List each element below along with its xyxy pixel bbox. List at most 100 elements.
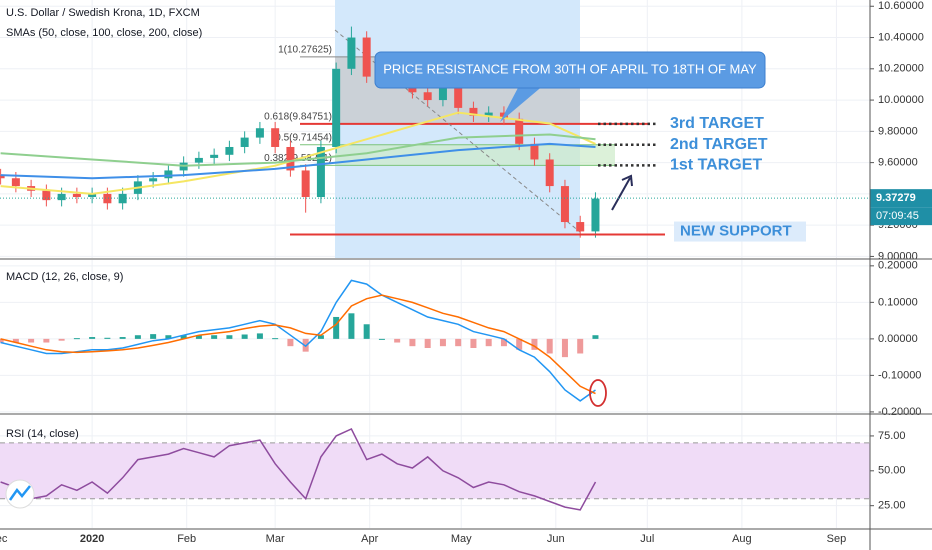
candle-body — [347, 37, 356, 69]
histogram-bar — [58, 338, 65, 341]
x-tick-label: Jul — [640, 533, 654, 545]
indicator-title: RSI (14, close) — [6, 428, 79, 440]
indicator-line — [0, 279, 596, 402]
candle-body — [560, 186, 569, 223]
histogram-bar — [0, 338, 4, 343]
logo — [5, 479, 35, 509]
target-label: 3rd TARGET — [670, 115, 764, 132]
candle-body — [545, 159, 554, 187]
histogram-bar — [470, 338, 477, 349]
support-label: NEW SUPPORT — [680, 223, 792, 240]
histogram-bar — [272, 338, 279, 340]
candle-body — [149, 178, 158, 182]
y-tick-label: -0.20000 — [878, 406, 921, 418]
callout-box — [374, 51, 766, 89]
y-tick-label: 9.80000 — [878, 125, 918, 137]
histogram-bar — [378, 338, 385, 340]
x-tick-label: Dec — [0, 533, 8, 545]
highlight-circle — [589, 379, 607, 407]
candle-body — [88, 193, 97, 198]
chart-title: U.S. Dollar / Swedish Krona, 1D, FXCM — [6, 7, 200, 19]
candle-body — [484, 112, 493, 116]
countdown-box — [870, 207, 932, 226]
histogram-bar — [134, 335, 141, 339]
histogram-bar — [195, 335, 202, 339]
candle-body — [271, 128, 280, 147]
candle-body — [332, 68, 341, 147]
candle-body — [240, 137, 249, 147]
support-box — [674, 221, 806, 242]
fib-label: 1(10.27625) — [278, 45, 332, 56]
y-tick-label: 10.00000 — [878, 94, 924, 106]
x-tick-label: Mar — [266, 533, 285, 545]
candle-body — [362, 37, 371, 77]
histogram-bar — [241, 334, 248, 339]
candle-body — [225, 146, 234, 155]
y-tick-label: 10.40000 — [878, 31, 924, 43]
y-tick-label: 0.10000 — [878, 296, 918, 308]
indicator-title: MACD (12, 26, close, 9) — [6, 271, 123, 283]
last-price-box — [870, 189, 932, 208]
histogram-bar — [577, 338, 584, 354]
x-tick-label: Feb — [177, 533, 196, 545]
histogram-bar — [256, 333, 263, 339]
candle-body — [0, 175, 5, 179]
candle-body — [103, 193, 112, 204]
indicator-title: SMAs (50, close, 100, close, 200, close) — [6, 27, 202, 39]
candle-body — [164, 170, 173, 179]
y-tick-label: 0.20000 — [878, 260, 918, 272]
histogram-bar — [333, 316, 340, 339]
histogram-bar — [73, 338, 80, 340]
candle-body — [286, 146, 295, 171]
sma-line — [0, 142, 596, 180]
histogram-bar — [12, 338, 19, 343]
candle-body — [316, 146, 325, 198]
histogram-bar — [363, 324, 370, 339]
candle-body — [118, 193, 127, 204]
candle-body — [515, 118, 524, 144]
last-price-label: 9.37279 — [876, 192, 916, 204]
histogram-bar — [348, 313, 355, 339]
histogram-bar — [165, 335, 172, 339]
histogram-bar — [89, 337, 96, 339]
sma-line — [0, 111, 596, 195]
y-tick-label: 9.60000 — [878, 157, 918, 169]
y-tick-label: 0.00000 — [878, 333, 918, 345]
histogram-bar — [119, 337, 126, 339]
candle-body — [72, 193, 81, 198]
histogram-bar — [226, 335, 233, 339]
candle-body — [530, 143, 539, 160]
candle-body — [454, 87, 463, 108]
histogram-bar — [43, 338, 50, 343]
x-tick-label: Apr — [361, 533, 378, 545]
y-tick-label: 10.20000 — [878, 63, 924, 75]
histogram-bar — [287, 338, 294, 347]
x-tick-label: May — [451, 533, 472, 545]
y-tick-label: 50.00 — [878, 465, 906, 477]
histogram-bar — [317, 335, 324, 339]
histogram-bar — [455, 338, 462, 347]
candle-body — [57, 193, 66, 201]
candle-body — [194, 157, 203, 163]
histogram-bar — [485, 338, 492, 347]
arrow — [611, 174, 633, 211]
histogram-bar — [439, 338, 446, 347]
indicator-line — [0, 428, 597, 511]
x-tick-label: Aug — [732, 533, 752, 545]
callout-text: PRICE RESISTANCE FROM 30TH OF APRIL TO 1… — [383, 61, 757, 76]
highlight-zone — [335, 0, 580, 258]
histogram-bar — [150, 334, 157, 339]
histogram-bar — [546, 338, 553, 354]
x-tick-label: 2020 — [80, 533, 104, 545]
candle-body — [255, 128, 264, 138]
histogram-bar — [592, 335, 599, 339]
histogram-bar — [516, 338, 523, 350]
candle-body — [301, 170, 310, 198]
histogram-bar — [394, 338, 401, 343]
target-label: 2nd TARGET — [670, 136, 768, 153]
y-tick-label: 75.00 — [878, 430, 906, 442]
fib-label: 0.618(9.84751) — [264, 112, 332, 123]
x-tick-label: Jun — [547, 533, 565, 545]
histogram-bar — [211, 335, 218, 339]
